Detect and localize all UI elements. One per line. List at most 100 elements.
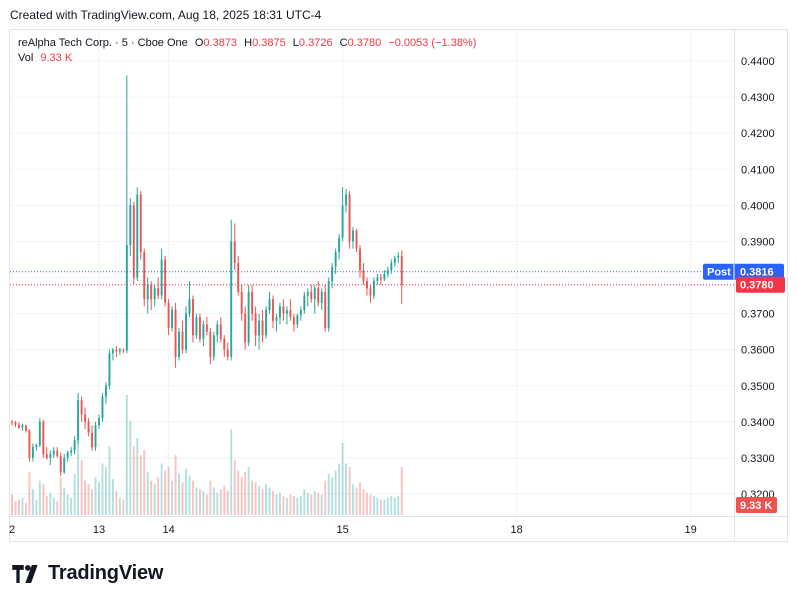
volume-bar	[247, 467, 250, 515]
candle-body	[28, 430, 31, 458]
candle-body	[136, 194, 139, 278]
volume-bar	[289, 494, 292, 515]
volume-bar	[73, 473, 76, 515]
volume-bar	[306, 492, 309, 515]
volume-bar	[28, 472, 31, 515]
volume-bar	[317, 492, 320, 515]
volume-bar	[202, 491, 205, 515]
chart-frame[interactable]	[9, 29, 788, 542]
volume-bar	[226, 491, 229, 515]
volume-bar	[355, 487, 358, 515]
symbol-label[interactable]: reAlpha Tech Corp. · 5 · Cboe One	[18, 37, 188, 49]
low-label: L	[292, 37, 299, 49]
volume-bar	[146, 472, 149, 515]
volume-bar	[254, 482, 257, 515]
volume-bar	[230, 429, 233, 515]
volume-bar	[14, 501, 17, 515]
volume-bar	[233, 460, 236, 515]
candle-body	[362, 270, 365, 282]
candle-body	[108, 353, 111, 386]
last-price-value: 0.3780	[740, 280, 774, 292]
candle-body	[150, 284, 153, 300]
candle-body	[369, 288, 372, 296]
volume-bar	[379, 499, 382, 515]
candle-body	[268, 299, 271, 310]
candle-body	[303, 295, 306, 310]
candle-body	[24, 425, 27, 431]
volume-bar	[345, 463, 348, 515]
candle-body	[45, 454, 48, 458]
candle-body	[118, 349, 121, 352]
candle-body	[132, 205, 135, 278]
candle-body	[105, 385, 107, 397]
tradingview-logo[interactable]: TradingView	[12, 562, 163, 585]
volume-bar	[265, 484, 267, 515]
candle-body	[247, 291, 250, 343]
volume-bar	[251, 480, 254, 515]
candle-body	[202, 324, 205, 339]
volume-bar	[181, 482, 184, 515]
volume-bar	[157, 477, 160, 515]
volume-bar	[359, 482, 361, 515]
volume-bar	[129, 420, 132, 515]
candle-body	[296, 315, 299, 325]
volume-bar	[282, 496, 285, 515]
post-label: Post	[707, 267, 731, 279]
candle-body	[122, 349, 125, 351]
candle-body	[164, 259, 167, 303]
volume-bar	[49, 492, 52, 515]
volume-bar	[153, 484, 156, 515]
candle-body	[334, 252, 337, 267]
candle-body	[348, 194, 351, 242]
candle-body	[59, 456, 62, 473]
candle-body	[129, 205, 132, 246]
candle-body	[212, 335, 215, 357]
volume-bar	[111, 479, 114, 515]
candle-body	[317, 288, 320, 303]
candle-body	[254, 313, 257, 336]
volume-bar	[338, 463, 341, 515]
candle-body	[31, 447, 34, 458]
volume-bar	[244, 472, 247, 515]
chart-caption: Created with TradingView.com, Aug 18, 20…	[10, 8, 322, 22]
volume-bar	[45, 496, 48, 515]
candle-body	[355, 230, 358, 249]
change-value: −0.0053 (−1.38%)	[388, 37, 477, 49]
candle-body	[233, 241, 236, 264]
post-price-badge	[703, 263, 784, 280]
candle-body	[171, 309, 174, 329]
y-tick-label: 0.4300	[741, 92, 775, 104]
x-tick-label: 18	[510, 524, 522, 536]
candle-body	[366, 281, 368, 289]
candle-body	[383, 273, 386, 280]
candle-body	[237, 263, 240, 292]
candle-body	[77, 400, 80, 440]
volume-bar	[174, 455, 177, 515]
volume-value: 9.33 K	[40, 52, 73, 64]
x-tick-label: 2	[9, 524, 15, 536]
candle-body	[209, 331, 212, 357]
y-tick-label: 0.3300	[741, 453, 775, 465]
y-tick-label: 0.4000	[741, 200, 775, 212]
candle-body	[84, 414, 87, 422]
y-tick-label: 0.4400	[741, 56, 775, 68]
candle-body	[42, 421, 45, 455]
candle-body	[230, 241, 233, 357]
volume-bar	[209, 480, 212, 515]
volume-bar	[331, 477, 334, 515]
post-price-value: 0.3816	[740, 267, 774, 279]
y-tick-label: 0.4200	[741, 128, 775, 140]
volume-bar	[366, 492, 368, 515]
volume-bar	[292, 496, 295, 515]
candle-body	[87, 421, 90, 433]
volume-bar	[35, 499, 38, 515]
candle-body	[320, 291, 323, 303]
candle-body	[139, 194, 142, 253]
candle-body	[35, 445, 38, 448]
candle-body	[111, 349, 114, 354]
volume-bar	[272, 491, 274, 515]
volume-bar	[386, 497, 389, 515]
high-label: H	[244, 37, 253, 49]
candle-body	[244, 313, 247, 343]
